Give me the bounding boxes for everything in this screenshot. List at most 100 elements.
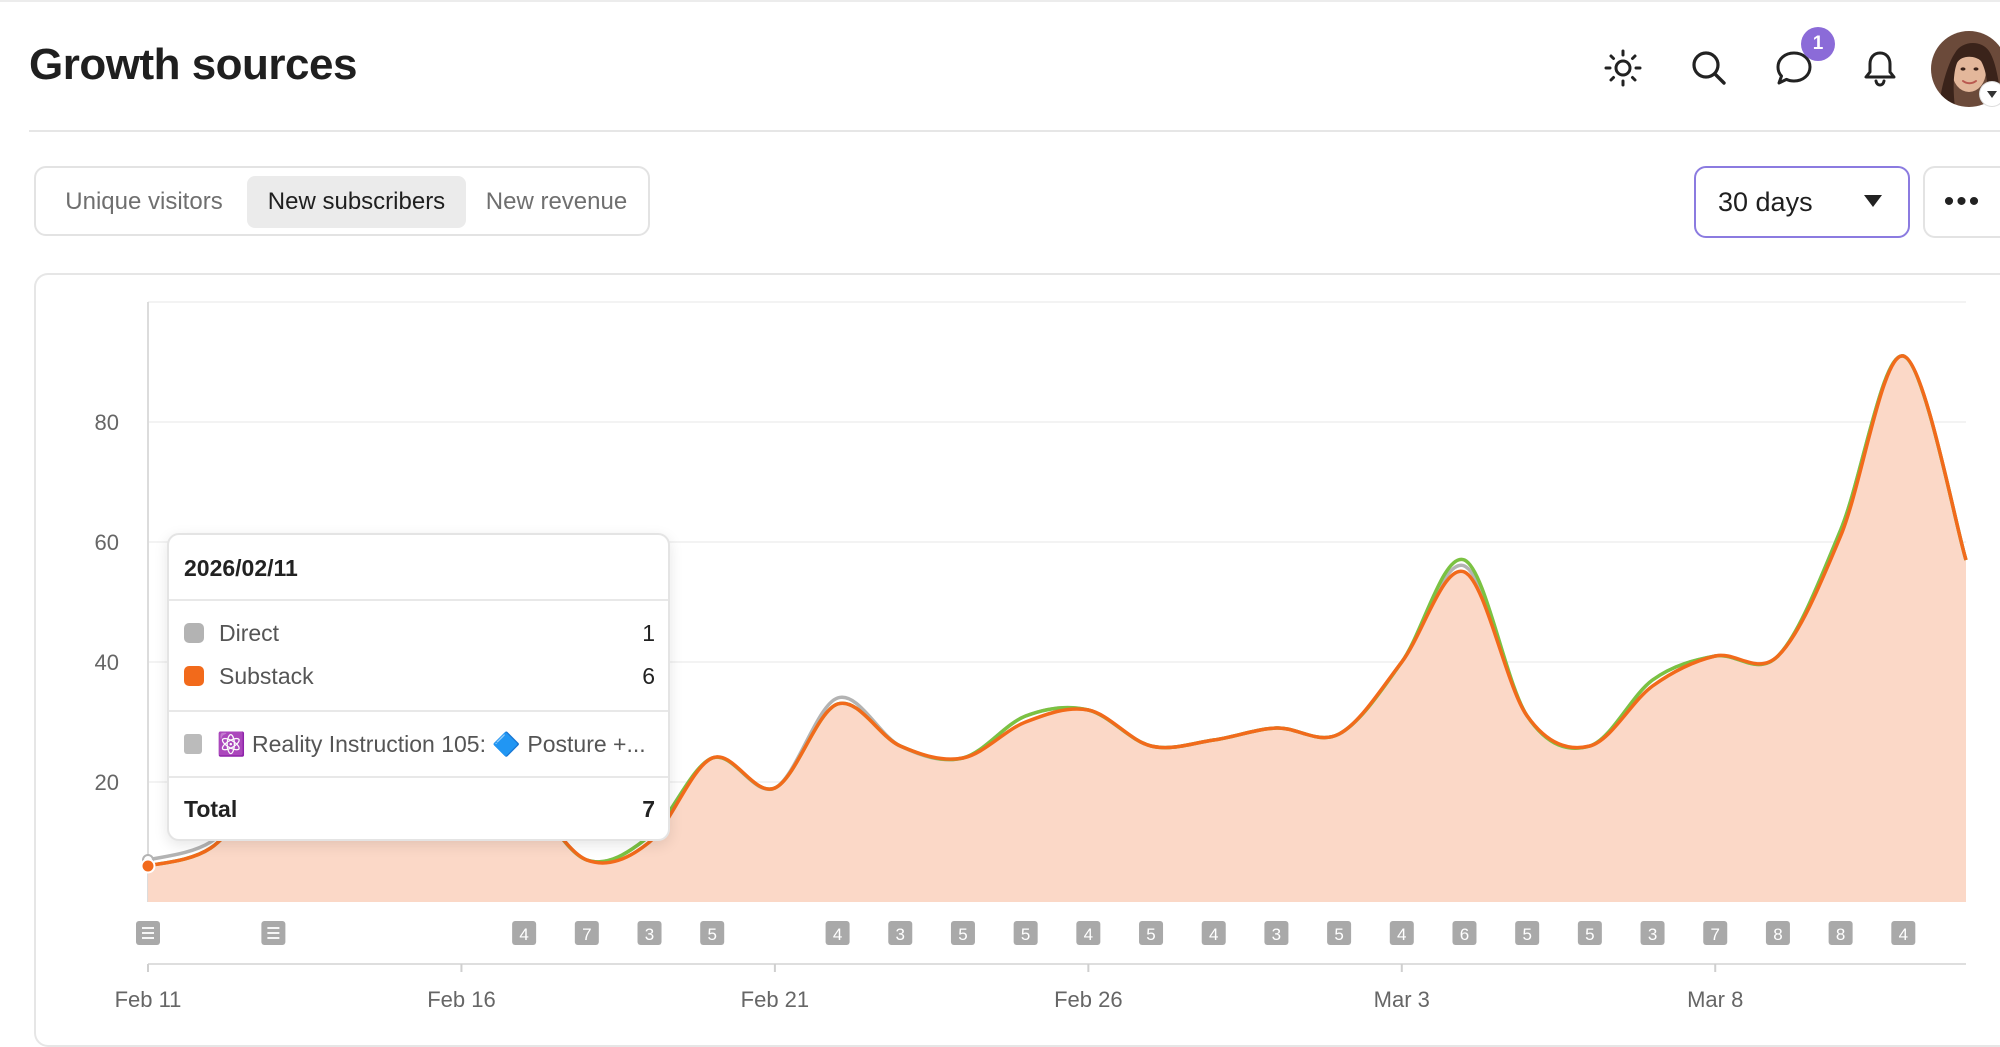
y-tick-label: 80 xyxy=(95,410,119,435)
post-marker-count: 3 xyxy=(896,925,905,944)
post-markers: 4 7 3 5 4 3 5 5 4 5 4 3 5 4 6 5 5 3 7 8 8 4 xyxy=(136,921,1916,945)
post-marker-count: 4 xyxy=(1397,925,1406,944)
y-tick-label: 40 xyxy=(95,650,119,675)
tooltip-post: ⚛️ Reality Instruction 105: 🔷 Posture +.… xyxy=(184,729,655,759)
tooltip-row-substack: Substack 6 xyxy=(184,661,655,691)
post-marker xyxy=(888,921,913,945)
messages-badge: 1 xyxy=(1801,27,1835,61)
post-marker-count: 5 xyxy=(1146,925,1155,944)
post-marker xyxy=(1139,921,1164,945)
post-marker xyxy=(1828,921,1853,945)
chart-tooltip: 2026/02/11 Direct 1 Substack 6 ⚛️ Realit… xyxy=(167,533,670,841)
chat-bubble-icon xyxy=(1776,51,1812,85)
search-icon xyxy=(1692,51,1726,85)
tooltip-row-value: 1 xyxy=(642,619,655,646)
tooltip-post-title: ⚛️ Reality Instruction 105: 🔷 Posture +.… xyxy=(217,730,646,757)
tooltip-row-label: Direct xyxy=(219,619,280,646)
post-marker xyxy=(1577,921,1602,945)
bell-icon xyxy=(1864,51,1896,87)
post-marker xyxy=(512,921,537,945)
post-marker xyxy=(1201,921,1226,945)
post-marker xyxy=(1703,921,1728,945)
metric-tabs: Unique visitors New subscribers New reve… xyxy=(34,166,650,236)
tooltip-row-value: 6 xyxy=(642,662,655,689)
y-axis-ticks: 20 40 60 80 xyxy=(95,410,119,795)
substack-swatch xyxy=(184,666,204,686)
post-marker-count: 3 xyxy=(1272,925,1281,944)
post-marker-count: 5 xyxy=(707,925,716,944)
search-button[interactable] xyxy=(1683,42,1735,94)
post-marker-count: 7 xyxy=(582,925,591,944)
tooltip-total: Total 7 xyxy=(184,794,655,824)
notifications-button[interactable] xyxy=(1854,42,1906,94)
post-marker xyxy=(700,921,725,945)
tooltip-divider xyxy=(169,599,668,601)
post-marker xyxy=(1013,921,1038,945)
post-marker-count: 4 xyxy=(1084,925,1093,944)
x-tick-label: Feb 21 xyxy=(741,987,810,1012)
more-options-button[interactable]: ••• xyxy=(1923,166,2000,238)
tooltip-divider xyxy=(169,776,668,778)
post-marker-count: 5 xyxy=(1522,925,1531,944)
post-marker-count: 6 xyxy=(1460,925,1469,944)
tooltip-divider xyxy=(169,710,668,712)
post-marker xyxy=(1640,921,1665,945)
caret-down-icon xyxy=(1864,195,1882,207)
post-marker xyxy=(1891,921,1916,945)
post-marker xyxy=(1264,921,1289,945)
post-marker-count: 8 xyxy=(1773,925,1782,944)
page-title: Growth sources xyxy=(29,40,357,89)
tooltip-row-direct: Direct 1 xyxy=(184,618,655,648)
post-marker-count: 5 xyxy=(1021,925,1030,944)
hover-point xyxy=(140,854,156,874)
y-tick-label: 60 xyxy=(95,530,119,555)
post-marker-count: 4 xyxy=(833,925,842,944)
post-marker xyxy=(1327,921,1352,945)
date-range-value: 30 days xyxy=(1718,186,1813,217)
account-menu-button[interactable] xyxy=(1980,82,2000,106)
tab-unique-visitors[interactable]: Unique visitors xyxy=(65,188,223,215)
post-marker xyxy=(1452,921,1477,945)
caret-down-icon xyxy=(1987,91,1997,98)
post-marker xyxy=(574,921,599,945)
x-tick-label: Mar 3 xyxy=(1374,987,1430,1012)
post-marker-count: 4 xyxy=(1209,925,1218,944)
post-marker-count: 7 xyxy=(1711,925,1720,944)
post-marker xyxy=(1515,921,1540,945)
tooltip-total-value: 7 xyxy=(642,795,655,822)
tab-new-subscribers[interactable]: New subscribers xyxy=(247,176,466,228)
post-marker-count: 4 xyxy=(1899,925,1908,944)
x-axis: Feb 11 Feb 16 Feb 21 Feb 26 Mar 3 Mar 8 xyxy=(115,963,1966,1012)
post-marker-count: 3 xyxy=(1648,925,1657,944)
tooltip-row-label: Substack xyxy=(219,662,314,689)
post-marker xyxy=(1389,921,1414,945)
date-range-select[interactable]: 30 days xyxy=(1694,166,1910,238)
post-icon xyxy=(184,734,202,754)
post-marker xyxy=(1765,921,1790,945)
top-border xyxy=(0,0,2000,2)
x-tick-label: Feb 11 xyxy=(115,987,182,1012)
chart-areas xyxy=(148,355,1966,902)
post-marker-count: 4 xyxy=(519,925,528,944)
x-tick-label: Feb 26 xyxy=(1054,987,1123,1012)
tab-new-revenue[interactable]: New revenue xyxy=(485,188,628,215)
theme-toggle-button[interactable] xyxy=(1597,42,1649,94)
sun-icon xyxy=(1604,49,1642,87)
post-marker-count: 5 xyxy=(958,925,967,944)
tooltip-date: 2026/02/11 xyxy=(184,555,298,581)
substack-area xyxy=(148,355,1966,902)
x-tick-label: Mar 8 xyxy=(1687,987,1743,1012)
post-marker-count: 8 xyxy=(1836,925,1845,944)
hover-point-substack xyxy=(140,858,156,874)
post-marker xyxy=(637,921,662,945)
post-marker xyxy=(825,921,850,945)
post-marker-count: 3 xyxy=(645,925,654,944)
chart-card xyxy=(34,273,2000,1047)
messages-button[interactable] xyxy=(1768,42,1820,94)
direct-swatch xyxy=(184,623,204,643)
post-marker xyxy=(950,921,975,945)
post-marker-count: 5 xyxy=(1334,925,1343,944)
y-tick-label: 20 xyxy=(95,770,119,795)
x-tick-label: Feb 16 xyxy=(427,987,496,1012)
